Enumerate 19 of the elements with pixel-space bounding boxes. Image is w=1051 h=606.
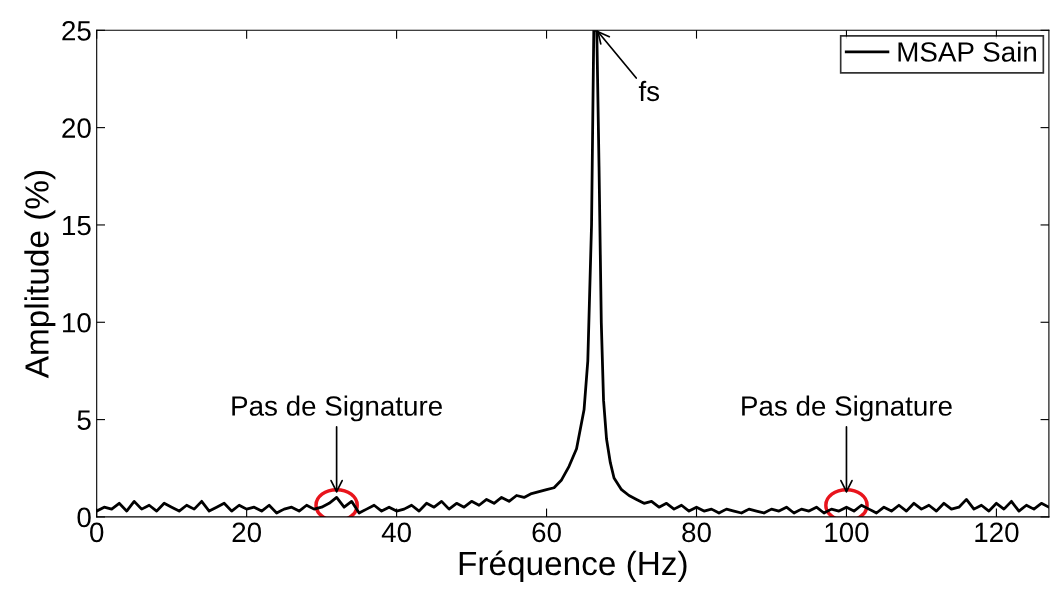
y-tick-label: 5 xyxy=(77,410,91,430)
legend-label: MSAP Sain xyxy=(898,41,1036,62)
y-tick-label: 25 xyxy=(62,20,91,41)
annotation: Pas de Signature xyxy=(232,395,442,422)
y-axis-title: Amplitude (%) xyxy=(24,171,56,379)
x-tick-label: 100 xyxy=(825,522,869,543)
x-tick-label: 40 xyxy=(381,522,411,543)
annotation: fs xyxy=(638,80,660,102)
x-tick-label: 60 xyxy=(532,522,561,543)
y-tick-label: 20 xyxy=(62,118,91,138)
annotation: Pas de Signature xyxy=(742,395,952,422)
x-axis-title: Fréquence (Hz) xyxy=(459,550,687,582)
x-tick-label: 0 xyxy=(90,522,104,543)
x-tick-label: 20 xyxy=(232,522,262,543)
x-tick-label: 80 xyxy=(682,522,711,543)
y-tick-label: 15 xyxy=(63,215,91,236)
x-tick-label: 120 xyxy=(975,522,1019,543)
y-tick-label: 0 xyxy=(77,507,91,528)
y-tick-label: 10 xyxy=(63,312,91,333)
